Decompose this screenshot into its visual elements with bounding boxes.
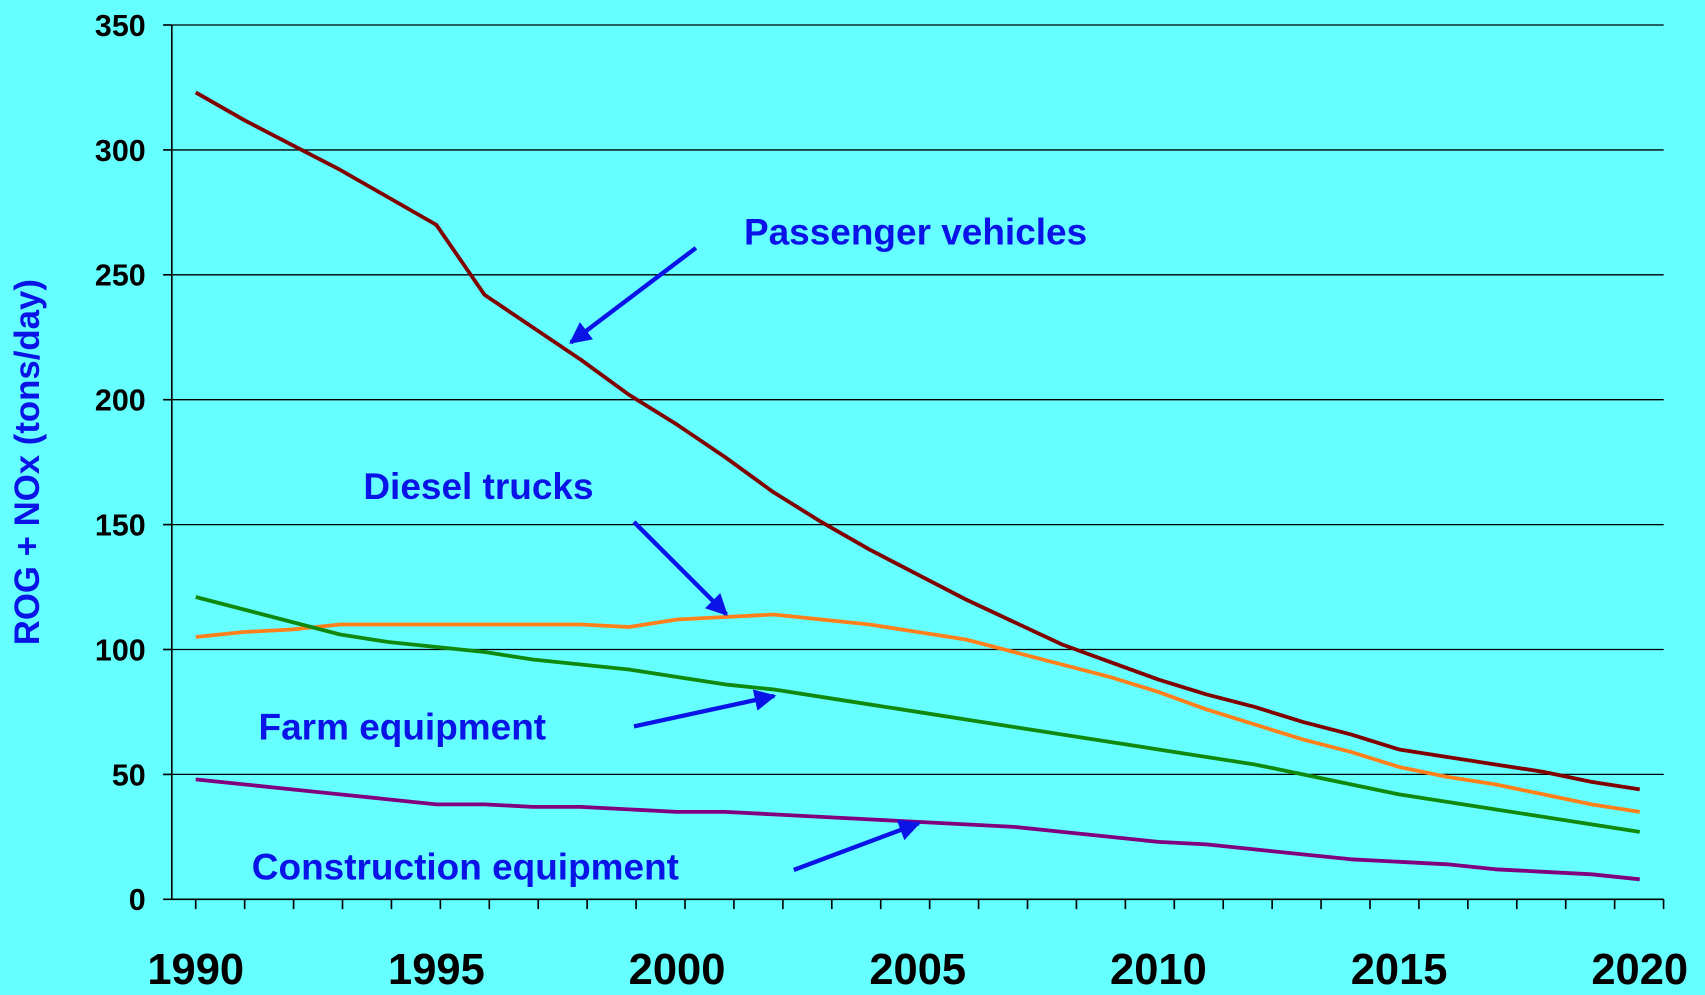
- annotation-arrow: [633, 689, 777, 729]
- y-tick-label: 350: [95, 9, 146, 43]
- x-tick-label: 2010: [1110, 946, 1207, 994]
- series-line: [195, 595, 1641, 834]
- series-label: Diesel trucks: [363, 466, 593, 507]
- y-tick-label: 250: [95, 259, 146, 293]
- annotation-arrow: [793, 819, 921, 872]
- x-tick-label: 2020: [1591, 946, 1688, 994]
- series-label: Passenger vehicles: [744, 212, 1087, 253]
- y-tick-label: 0: [129, 883, 146, 917]
- series-line: [194, 90, 1641, 792]
- x-tick-label: 2000: [629, 946, 726, 994]
- y-tick-label: 200: [95, 384, 146, 418]
- y-tick-label: 50: [112, 758, 146, 792]
- y-tick-label: 100: [95, 633, 146, 667]
- series-label: Farm equipment: [259, 706, 547, 747]
- series-line: [195, 612, 1641, 814]
- x-tick-label: 1995: [388, 946, 485, 994]
- y-tick-label: 300: [95, 134, 146, 168]
- x-tick-label: 2015: [1351, 946, 1448, 994]
- series-label: Construction equipment: [252, 847, 679, 888]
- x-tick-label: 1990: [147, 946, 244, 994]
- annotation-arrow: [569, 246, 698, 345]
- x-tick-label: 2005: [869, 946, 966, 994]
- y-tick-label: 150: [95, 508, 146, 542]
- y-axis-label: ROG + NOx (tons/day): [9, 279, 47, 645]
- annotation-arrow: [632, 520, 728, 616]
